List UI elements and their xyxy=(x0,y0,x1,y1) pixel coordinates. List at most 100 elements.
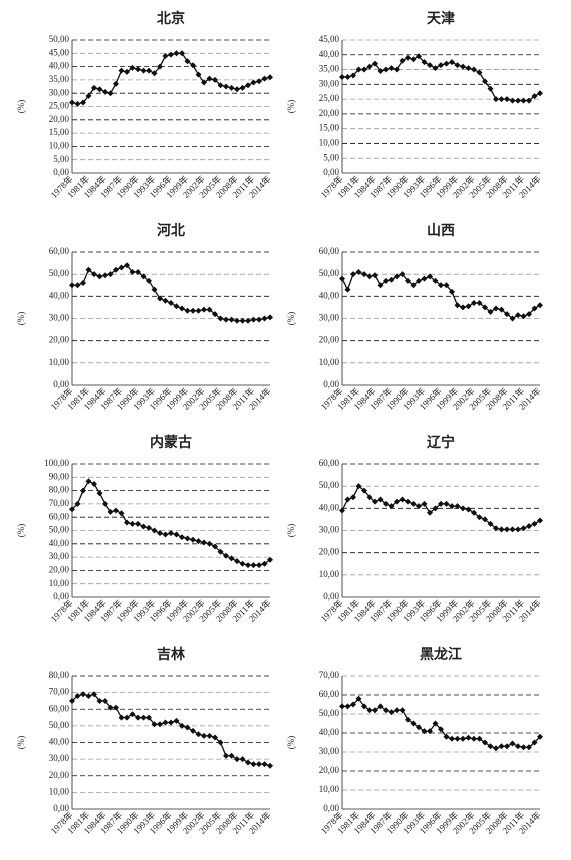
point xyxy=(366,707,373,714)
point xyxy=(355,483,362,490)
y-tick-label: 60,00 xyxy=(49,703,70,713)
point xyxy=(107,508,114,515)
point xyxy=(482,78,488,85)
y-tick-label: 25,00 xyxy=(49,101,70,111)
y-tick-label: 20,00 xyxy=(49,114,70,124)
point xyxy=(361,487,367,494)
point xyxy=(383,707,389,714)
point xyxy=(184,535,191,542)
point xyxy=(537,302,543,309)
point xyxy=(520,744,527,751)
point xyxy=(228,84,235,91)
point xyxy=(366,63,373,70)
point xyxy=(118,714,125,721)
y-tick-label: 10,00 xyxy=(319,357,340,367)
point xyxy=(195,71,202,78)
point xyxy=(217,548,224,555)
line xyxy=(71,693,271,767)
point xyxy=(113,704,119,711)
point xyxy=(146,714,152,721)
point xyxy=(366,494,373,501)
point xyxy=(74,282,81,289)
point xyxy=(427,509,433,516)
point xyxy=(173,717,180,724)
y-tick-label: 5,00 xyxy=(323,152,339,162)
point xyxy=(372,60,378,67)
point xyxy=(476,735,483,742)
point xyxy=(355,66,362,73)
point xyxy=(234,756,240,763)
point xyxy=(350,494,356,501)
point xyxy=(438,726,444,733)
y-tick-label: 0,00 xyxy=(53,167,69,177)
point xyxy=(377,496,384,503)
point xyxy=(96,273,103,280)
point xyxy=(261,560,268,567)
point xyxy=(124,714,130,721)
y-tick-label: 10,00 xyxy=(319,138,340,148)
y-tick-label: 10,00 xyxy=(319,784,340,794)
point xyxy=(234,86,240,93)
point xyxy=(432,720,439,727)
point xyxy=(250,761,257,768)
y-axis-label: (%) xyxy=(286,100,296,114)
chart-title: 内蒙古 xyxy=(150,434,192,451)
point xyxy=(212,76,218,83)
point xyxy=(85,92,92,99)
point xyxy=(168,719,174,726)
chart-title: 黑龙江 xyxy=(420,646,462,663)
point xyxy=(96,86,103,93)
y-axis-label: (%) xyxy=(16,736,26,750)
point xyxy=(493,96,499,103)
point xyxy=(217,739,224,746)
y-tick-label: 80,00 xyxy=(49,670,70,680)
point xyxy=(146,277,152,284)
point xyxy=(135,714,141,721)
point xyxy=(184,307,191,314)
point xyxy=(146,524,152,531)
point xyxy=(526,744,532,751)
point xyxy=(487,308,494,315)
point xyxy=(344,286,351,293)
point xyxy=(102,500,108,507)
y-tick-label: 60,00 xyxy=(319,458,340,468)
point xyxy=(427,62,433,69)
y-tick-label: 30,00 xyxy=(49,551,70,561)
point xyxy=(190,536,196,543)
point xyxy=(388,503,395,510)
point xyxy=(394,498,400,505)
y-tick-label: 30,00 xyxy=(49,87,70,97)
point xyxy=(124,262,130,269)
point xyxy=(162,531,169,538)
y-tick-label: 100,00 xyxy=(44,458,69,468)
y-tick-label: 90,00 xyxy=(49,471,70,481)
point xyxy=(471,299,477,306)
point xyxy=(135,268,141,275)
point xyxy=(515,743,521,750)
point xyxy=(421,275,428,282)
y-tick-label: 20,00 xyxy=(319,335,340,345)
point xyxy=(129,64,136,71)
point xyxy=(129,711,136,718)
point xyxy=(234,317,240,324)
point xyxy=(234,558,240,565)
point xyxy=(85,478,92,485)
point xyxy=(460,735,466,742)
y-tick-label: 10,00 xyxy=(49,578,70,588)
y-tick-label: 20,00 xyxy=(49,564,70,574)
point xyxy=(206,732,213,739)
point xyxy=(228,316,235,323)
point xyxy=(113,507,119,514)
point xyxy=(454,302,461,309)
line xyxy=(72,264,271,322)
y-tick-label: 5,00 xyxy=(53,154,69,164)
point xyxy=(239,317,246,324)
point xyxy=(129,268,136,275)
point xyxy=(372,707,378,714)
point xyxy=(383,66,389,73)
point xyxy=(217,315,224,322)
point xyxy=(350,72,356,79)
point xyxy=(509,97,516,104)
y-tick-label: 40,00 xyxy=(49,737,70,747)
point xyxy=(151,70,158,77)
